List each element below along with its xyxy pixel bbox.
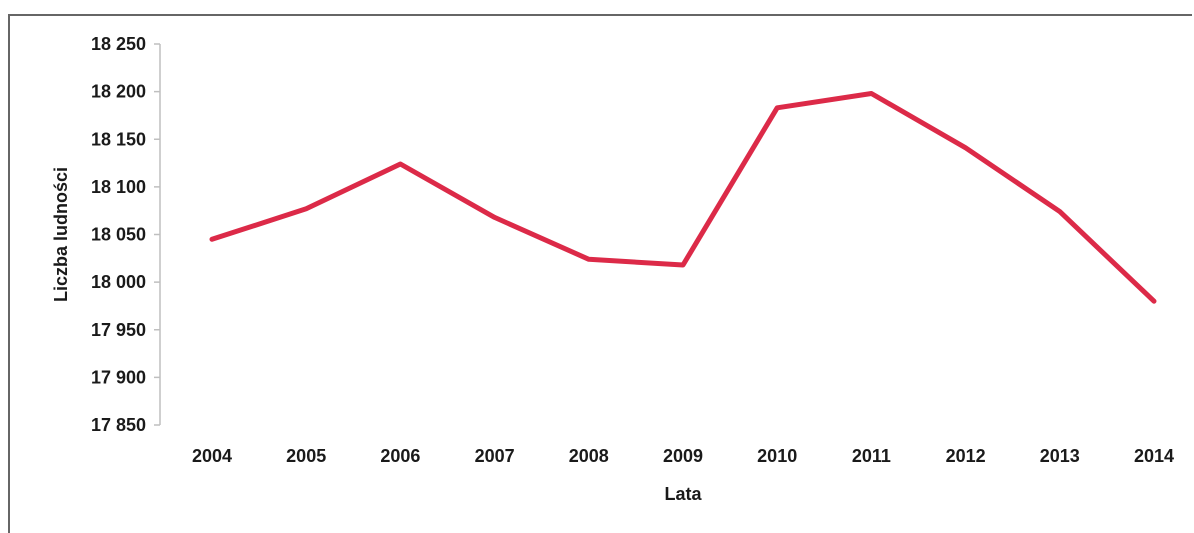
y-tick-label: 18 150 bbox=[91, 129, 146, 149]
x-tick-labels: 2004 2005 2006 2007 2008 2009 2010 2011 2012 2013… bbox=[192, 446, 1174, 466]
y-tick-label: 18 250 bbox=[91, 34, 146, 54]
y-tick-label: 18 000 bbox=[91, 272, 146, 292]
y-tick-label: 18 050 bbox=[91, 225, 146, 245]
y-tick-label: 17 850 bbox=[91, 415, 146, 435]
y-axis-title: Liczba ludności bbox=[51, 167, 71, 302]
y-tick-label: 17 950 bbox=[91, 320, 146, 340]
x-tick-label: 2008 bbox=[569, 446, 609, 466]
x-axis-title: Lata bbox=[664, 484, 702, 504]
x-tick-label: 2014 bbox=[1134, 446, 1174, 466]
y-tick-label: 18 100 bbox=[91, 177, 146, 197]
x-tick-label: 2005 bbox=[286, 446, 326, 466]
x-tick-label: 2011 bbox=[852, 446, 891, 466]
x-tick-label: 2004 bbox=[192, 446, 232, 466]
x-tick-label: 2009 bbox=[663, 446, 703, 466]
x-tick-label: 2012 bbox=[946, 446, 986, 466]
y-tick-labels: 17 850 17 900 17 950 18 000 18 050 18 100 18 1… bbox=[91, 34, 146, 435]
y-tick-marks bbox=[154, 43, 160, 426]
series-line bbox=[209, 91, 1157, 304]
y-tick-label: 17 900 bbox=[91, 367, 146, 387]
x-tick-label: 2006 bbox=[380, 446, 420, 466]
x-tick-label: 2013 bbox=[1040, 446, 1080, 466]
y-tick-label: 18 200 bbox=[91, 82, 146, 102]
chart-frame bbox=[8, 14, 1192, 533]
x-tick-label: 2007 bbox=[475, 446, 515, 466]
x-tick-label: 2010 bbox=[757, 446, 797, 466]
